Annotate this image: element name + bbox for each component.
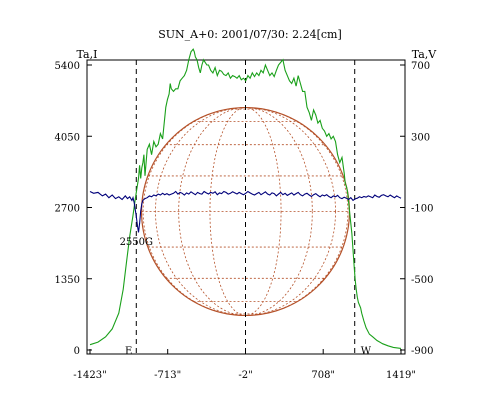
chart-title: SUN_A+0: 2001/07/30: 2.24[cm] xyxy=(158,28,342,41)
right-axis-tick-label: -900 xyxy=(411,346,433,357)
x-axis-tick-label: -2" xyxy=(238,370,252,381)
left-axis-tick-label: 1350 xyxy=(55,275,80,286)
left-axis-tick-label: 4050 xyxy=(55,132,80,143)
series-line-ta-i xyxy=(89,48,402,349)
x-axis-tick-label: -1423" xyxy=(73,370,106,381)
west-limb-label: W xyxy=(361,346,372,357)
left-axis-tick-label: 2700 xyxy=(55,204,80,215)
series-line-ta-v xyxy=(89,190,402,233)
right-axis-tick-label: -500 xyxy=(411,275,433,286)
east-limb-label: E xyxy=(125,346,132,357)
right-axis-tick-label: -100 xyxy=(411,204,433,215)
left-axis-label: Ta,I xyxy=(77,48,98,61)
left-axis-tick-label: 5400 xyxy=(55,61,80,72)
annotation-label: 2550G xyxy=(120,237,153,248)
left-axis-tick-label: 0 xyxy=(74,346,80,357)
x-axis-tick-label: 708" xyxy=(311,370,335,381)
sun-disk-longitude-line xyxy=(178,107,313,316)
right-axis-tick-label: 300 xyxy=(411,132,430,143)
x-axis-tick-label: 1419" xyxy=(386,370,416,381)
right-axis-tick-label: 700 xyxy=(411,61,430,72)
x-axis-tick-label: -713" xyxy=(154,370,181,381)
right-axis-label: Ta,V xyxy=(412,48,438,61)
